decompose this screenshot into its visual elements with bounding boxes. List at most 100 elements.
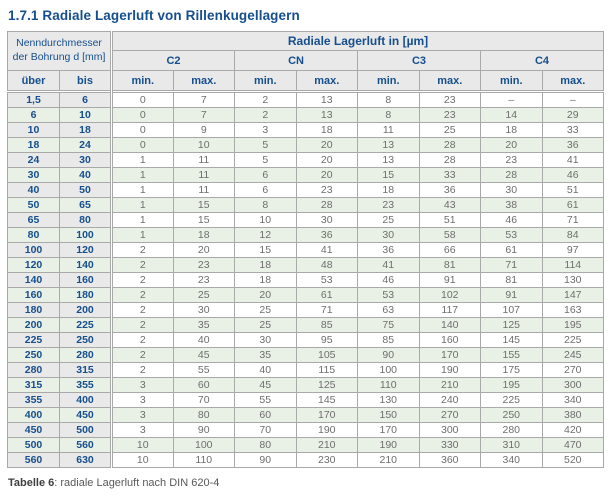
group-header-c3: C3: [357, 50, 482, 71]
clearance-cell: 117: [418, 302, 482, 318]
table-row: 140 160 2 23 18 53 46 91 81 130: [7, 272, 605, 288]
clearance-cell: 45: [234, 377, 297, 393]
diameter-cell: 1,5: [7, 90, 60, 108]
col-header-bis: bis: [58, 70, 113, 92]
clearance-cell: 35: [172, 317, 236, 333]
clearance-cell: 20: [172, 242, 236, 258]
table-row: 30 40 1 11 6 20 15 33 28 46: [7, 167, 605, 183]
diameter-cell: 100: [58, 227, 113, 243]
clearance-cell: 1: [110, 167, 174, 183]
diameter-cell: 400: [58, 392, 113, 408]
diameter-cell: 140: [7, 272, 60, 288]
header-row-main: Nenndurchmesser der Bohrung d [mm] Radia…: [6, 31, 605, 71]
clearance-cell: 55: [234, 392, 297, 408]
clearance-cell: 30: [172, 302, 236, 318]
clearance-cell: 225: [541, 332, 605, 348]
diameter-cell: 18: [58, 122, 113, 138]
clearance-cell: 29: [541, 107, 605, 123]
table-caption: Tabelle 6: radiale Lagerluft nach DIN 62…: [8, 477, 603, 489]
clearance-cell: 91: [418, 272, 482, 288]
clearance-cell: 3: [110, 422, 174, 438]
col-header-c4-min: min.: [480, 70, 543, 92]
clearance-cell: –: [541, 90, 605, 108]
clearance-cell: 0: [110, 122, 174, 138]
clearance-cell: 85: [295, 317, 359, 333]
clearance-cell: 15: [172, 212, 236, 228]
table-row: 450 500 3 90 70 190 170 300 280 420: [7, 422, 605, 438]
diameter-cell: 100: [7, 242, 60, 258]
clearance-cell: 30: [357, 227, 420, 243]
clearance-cell: 20: [295, 167, 359, 183]
clearance-cell: 11: [357, 122, 420, 138]
clearance-cell: 46: [357, 272, 420, 288]
clearance-cell: 7: [172, 107, 236, 123]
table-row: 18 24 0 10 5 20 13 28 20 36: [7, 137, 605, 153]
clearance-cell: 40: [234, 362, 297, 378]
group-header-c4: C4: [480, 50, 605, 71]
table-row: 280 315 2 55 40 115 100 190 175 270: [7, 362, 605, 378]
clearance-cell: 43: [418, 197, 482, 213]
diameter-cell: 560: [7, 452, 60, 468]
clearance-cell: 13: [295, 90, 359, 108]
diameter-cell: 225: [58, 317, 113, 333]
clearance-cell: 107: [480, 302, 543, 318]
clearance-cell: 125: [480, 317, 543, 333]
diameter-cell: 30: [58, 152, 113, 168]
table-row: 500 560 10 100 80 210 190 330 310 470: [7, 437, 605, 453]
clearance-cell: 115: [295, 362, 359, 378]
diameter-cell: 630: [58, 452, 113, 468]
clearance-cell: 90: [234, 452, 297, 468]
col-header-c4-max: max.: [541, 70, 605, 92]
diameter-cell: 18: [7, 137, 60, 153]
clearance-cell: 102: [418, 287, 482, 303]
diameter-cell: 355: [58, 377, 113, 393]
table-row: 6 10 0 7 2 13 8 23 14 29: [7, 107, 605, 123]
table-row: 65 80 1 15 10 30 25 51 46 71: [7, 212, 605, 228]
clearance-cell: 33: [418, 167, 482, 183]
diameter-cell: 400: [7, 407, 60, 423]
clearance-cell: 2: [234, 90, 297, 108]
clearance-cell: 61: [295, 287, 359, 303]
diameter-cell: 50: [58, 182, 113, 198]
clearance-cell: 45: [172, 347, 236, 363]
diameter-cell: 65: [7, 212, 60, 228]
table-row: 250 280 2 45 35 105 90 170 155 245: [7, 347, 605, 363]
table-row: 100 120 2 20 15 41 36 66 61 97: [7, 242, 605, 258]
clearance-cell: 330: [418, 437, 482, 453]
clearance-cell: 41: [357, 257, 420, 273]
clearance-cell: 20: [234, 287, 297, 303]
clearance-cell: 195: [541, 317, 605, 333]
diameter-cell: 120: [7, 257, 60, 273]
clearance-cell: 210: [418, 377, 482, 393]
clearance-cell: 36: [357, 242, 420, 258]
clearance-cell: 81: [418, 257, 482, 273]
col-header-cn-min: min.: [234, 70, 297, 92]
diameter-cell: 50: [7, 197, 60, 213]
clearance-cell: 100: [357, 362, 420, 378]
clearance-cell: 23: [172, 257, 236, 273]
clearance-cell: 20: [295, 137, 359, 153]
diameter-cell: 40: [58, 167, 113, 183]
clearance-cell: 1: [110, 182, 174, 198]
clearance-cell: 8: [357, 107, 420, 123]
col-header-c3-max: max.: [418, 70, 482, 92]
clearance-cell: 170: [357, 422, 420, 438]
clearance-cell: 53: [357, 287, 420, 303]
clearance-cell: 14: [480, 107, 543, 123]
clearance-cell: 340: [541, 392, 605, 408]
clearance-cell: 23: [172, 272, 236, 288]
table-row: 180 200 2 30 25 71 63 117 107 163: [7, 302, 605, 318]
clearance-cell: 210: [357, 452, 420, 468]
clearance-cell: 195: [480, 377, 543, 393]
clearance-cell: 91: [480, 287, 543, 303]
clearance-cell: 23: [357, 197, 420, 213]
clearance-cell: 18: [480, 122, 543, 138]
clearance-cell: 190: [418, 362, 482, 378]
diameter-cell: 280: [7, 362, 60, 378]
clearance-cell: 36: [295, 227, 359, 243]
clearance-cell: 25: [234, 302, 297, 318]
clearance-cell: 30: [295, 212, 359, 228]
clearance-cell: 60: [172, 377, 236, 393]
clearance-cell: 51: [418, 212, 482, 228]
clearance-cell: 25: [234, 317, 297, 333]
